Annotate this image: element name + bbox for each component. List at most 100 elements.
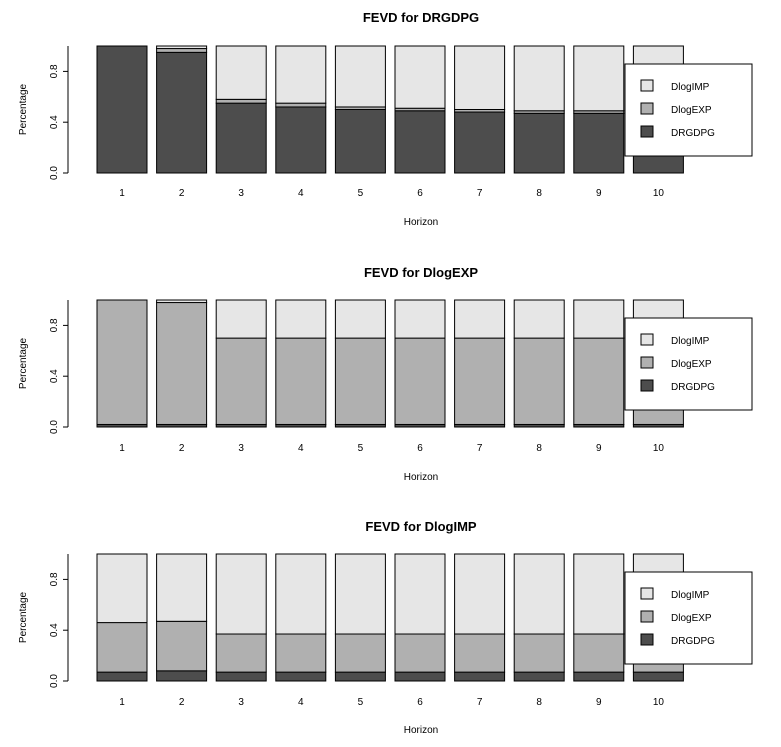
bar-segment-dlogimp: [513, 299, 565, 339]
x-category-label: 3: [238, 443, 244, 454]
y-tick-label: 0.0: [49, 674, 60, 688]
legend-label: DRGDPG: [671, 382, 715, 393]
bar-segment-drgdpg: [275, 106, 327, 174]
legend-swatch-dlogimp: [640, 79, 654, 92]
x-category-label: 9: [596, 188, 602, 199]
bar-segment-dlogimp: [275, 553, 327, 635]
x-category-label: 4: [298, 697, 304, 708]
x-axis-label: Horizon: [404, 725, 438, 736]
bar-segment-dlogimp: [334, 299, 386, 339]
x-category-label: 9: [596, 443, 602, 454]
bar-segment-dlogexp: [275, 102, 327, 108]
fevd-panel-1: FEVD for DRGDPG 0.0 0.4 0.8 Percentage 1 2 3 4 5 6…: [18, 10, 753, 228]
bar-segment-drgdpg: [394, 671, 446, 682]
bar-segment-dlogimp: [513, 45, 565, 112]
x-category-label: 6: [417, 443, 423, 454]
bar-segment-dlogexp: [454, 633, 506, 673]
legend-label: DlogEXP: [671, 613, 712, 624]
y-tick-label: 0.8: [49, 64, 60, 78]
legend-swatch-drgdpg: [640, 125, 654, 138]
bar-segment-dlogimp: [275, 299, 327, 339]
bar-segment-dlogexp: [334, 633, 386, 673]
bar-segment-dlogexp: [215, 337, 267, 425]
y-axis-label: Percentage: [18, 83, 29, 135]
legend: DlogIMP DlogEXP DRGDPG: [624, 63, 753, 157]
bar-segment-dlogexp: [573, 633, 625, 673]
x-category-label: 4: [298, 443, 304, 454]
bar-segment-dlogimp: [215, 553, 267, 635]
x-category-label: 5: [358, 697, 364, 708]
bar-segment-drgdpg: [573, 112, 625, 174]
legend-swatch-dlogexp: [640, 610, 654, 623]
bar-segment-drgdpg: [96, 45, 148, 174]
legend-swatch-dlogimp: [640, 587, 654, 600]
y-tick-label: 0.4: [49, 115, 60, 129]
x-category-label: 5: [358, 443, 364, 454]
bar-segment-dlogexp: [573, 337, 625, 425]
bar-segment-dlogimp: [573, 45, 625, 112]
x-category-label: 2: [179, 188, 185, 199]
x-category-label: 2: [179, 443, 185, 454]
legend: DlogIMP DlogEXP DRGDPG: [624, 317, 753, 411]
bar-segment-drgdpg: [334, 671, 386, 682]
x-category-label: 7: [477, 443, 483, 454]
bar-segment-dlogexp: [275, 337, 327, 425]
bar-segment-drgdpg: [275, 671, 327, 682]
x-axis-label: Horizon: [404, 472, 438, 483]
bar-segment-dlogimp: [573, 299, 625, 339]
bar-segment-drgdpg: [454, 111, 506, 174]
bar-segment-drgdpg: [334, 109, 386, 174]
bar-segment-drgdpg: [454, 671, 506, 682]
bar-segment-drgdpg: [394, 110, 446, 174]
bar-segment-drgdpg: [513, 112, 565, 174]
legend-swatch-drgdpg: [640, 633, 654, 646]
y-tick-label: 0.4: [49, 369, 60, 383]
legend-label: DlogEXP: [671, 359, 712, 370]
legend-swatch-dlogexp: [640, 102, 654, 115]
bar-segment-dlogexp: [215, 633, 267, 673]
bar-segment-drgdpg: [156, 51, 208, 174]
x-category-label: 3: [238, 188, 244, 199]
chart-title: FEVD for DlogEXP: [364, 265, 478, 280]
x-category-label: 3: [238, 697, 244, 708]
bar-segment-dlogexp: [334, 337, 386, 425]
chart-title: FEVD for DRGDPG: [363, 10, 479, 25]
x-category-label: 8: [536, 188, 542, 199]
bar-segment-dlogexp: [156, 48, 208, 53]
x-category-label: 1: [119, 697, 125, 708]
legend: DlogIMP DlogEXP DRGDPG: [624, 571, 753, 665]
legend-label: DlogIMP: [671, 590, 710, 601]
bar-segment-dlogimp: [513, 553, 565, 635]
bar-segment-dlogimp: [156, 45, 208, 50]
bar-segment-dlogimp: [394, 553, 446, 635]
bar-segment-dlogimp: [156, 299, 208, 304]
bar-segment-dlogexp: [454, 337, 506, 425]
x-category-label: 2: [179, 697, 185, 708]
bar-segment-dlogimp: [454, 45, 506, 110]
bar-segment-dlogexp: [275, 633, 327, 673]
legend-label: DRGDPG: [671, 636, 715, 647]
bar-segment-dlogexp: [394, 633, 446, 673]
y-tick-label: 0.8: [49, 318, 60, 332]
x-category-label: 8: [536, 697, 542, 708]
bar-segment-drgdpg: [573, 671, 625, 682]
fevd-panel-3: FEVD for DlogIMP 0.0 0.4 0.8 Percentage 1 2 3 4 5…: [18, 519, 753, 736]
y-axis-label: Percentage: [18, 591, 29, 643]
x-category-label: 10: [653, 443, 665, 454]
bar-segment-dlogexp: [513, 337, 565, 425]
legend-label: DlogIMP: [671, 336, 710, 347]
bar-segment-drgdpg: [632, 671, 684, 682]
bar-segment-dlogimp: [334, 553, 386, 635]
x-category-label: 10: [653, 188, 665, 199]
x-axis-label: Horizon: [404, 217, 438, 228]
legend-swatch-dlogexp: [640, 356, 654, 369]
y-tick-label: 0.4: [49, 623, 60, 637]
bar-segment-drgdpg: [513, 671, 565, 682]
bar-segment-dlogimp: [573, 553, 625, 635]
bar-segment-drgdpg: [215, 671, 267, 682]
x-category-label: 4: [298, 188, 304, 199]
y-tick-label: 0.0: [49, 166, 60, 180]
bar-segment-dlogimp: [96, 553, 148, 624]
